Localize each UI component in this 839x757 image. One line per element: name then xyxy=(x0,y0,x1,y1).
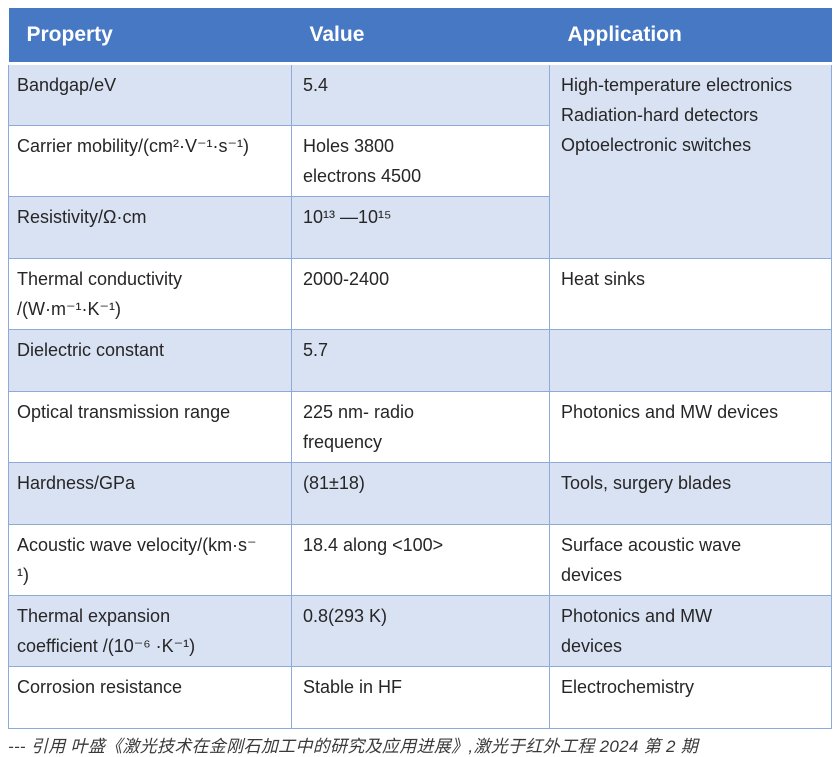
application-cell: Photonics and MW devices xyxy=(549,391,832,463)
table-row-thermal-conductivity: Thermal conductivity /(W·m⁻¹·K⁻¹) 2000-2… xyxy=(8,258,832,330)
header-value: Value xyxy=(291,8,550,65)
property-cell: Resistivity/Ω·cm xyxy=(8,196,292,259)
header-row: Property Value Application xyxy=(8,8,832,65)
property-cell: Dielectric constant xyxy=(8,329,292,392)
material-properties-table: Property Value Application Bandgap/eV 5.… xyxy=(8,8,832,729)
application-cell: Photonics and MW devices xyxy=(549,595,832,667)
application-cell: Heat sinks xyxy=(549,258,832,330)
value-cell: Holes 3800 electrons 4500 xyxy=(291,125,550,197)
property-cell: Carrier mobility/(cm²·V⁻¹·s⁻¹) xyxy=(8,125,292,197)
value-cell: 0.8(293 K) xyxy=(291,595,550,667)
table-row-bandgap: Bandgap/eV 5.4 High-temperature electron… xyxy=(8,63,832,259)
table-row-corrosion-resistance: Corrosion resistance Stable in HF Electr… xyxy=(8,666,832,729)
value-cell: 10¹³ —10¹⁵ xyxy=(291,196,550,259)
value-cell: 2000-2400 xyxy=(291,258,550,330)
property-cell: Thermal expansion coefficient /(10⁻⁶ ·K⁻… xyxy=(8,595,292,667)
application-cell-empty xyxy=(549,329,832,392)
property-cell: Thermal conductivity /(W·m⁻¹·K⁻¹) xyxy=(8,258,292,330)
property-cell: Corrosion resistance xyxy=(8,666,292,729)
value-cell: 225 nm- radio frequency xyxy=(291,391,550,463)
header-property: Property xyxy=(8,8,292,65)
table-row-dielectric-constant: Dielectric constant 5.7 xyxy=(8,329,832,392)
table-row-optical-transmission: Optical transmission range 225 nm- radio… xyxy=(8,391,832,463)
property-cell: Optical transmission range xyxy=(8,391,292,463)
application-cell-merged: High-temperature electronics Radiation-h… xyxy=(549,63,832,259)
table-row-resistivity: Resistivity/Ω·cm 10¹³ —10¹⁵ xyxy=(8,196,832,259)
application-cell: Surface acoustic wave devices xyxy=(549,524,832,596)
page: Property Value Application Bandgap/eV 5.… xyxy=(8,8,832,756)
value-cell: 5.7 xyxy=(291,329,550,392)
value-cell: 18.4 along <100> xyxy=(291,524,550,596)
application-cell: Tools, surgery blades xyxy=(549,462,832,525)
property-cell: Acoustic wave velocity/(km·s⁻ ¹) xyxy=(8,524,292,596)
table-header: Property Value Application xyxy=(8,8,832,65)
value-cell: 5.4 xyxy=(291,63,550,126)
table-row-carrier-mobility: Carrier mobility/(cm²·V⁻¹·s⁻¹) Holes 380… xyxy=(8,125,832,197)
value-cell: (81±18) xyxy=(291,462,550,525)
application-cell: Electrochemistry xyxy=(549,666,832,729)
value-cell: Stable in HF xyxy=(291,666,550,729)
citation-text: --- 引用 叶盛《激光技术在金刚石加工中的研究及应用进展》,激光于红外工程 2… xyxy=(8,737,699,756)
header-application: Application xyxy=(549,8,832,65)
property-cell: Bandgap/eV xyxy=(8,63,292,126)
table-row-acoustic-wave-velocity: Acoustic wave velocity/(km·s⁻ ¹) 18.4 al… xyxy=(8,524,832,596)
property-cell: Hardness/GPa xyxy=(8,462,292,525)
table-row-hardness: Hardness/GPa (81±18) Tools, surgery blad… xyxy=(8,462,832,525)
table-row-thermal-expansion: Thermal expansion coefficient /(10⁻⁶ ·K⁻… xyxy=(8,595,832,667)
